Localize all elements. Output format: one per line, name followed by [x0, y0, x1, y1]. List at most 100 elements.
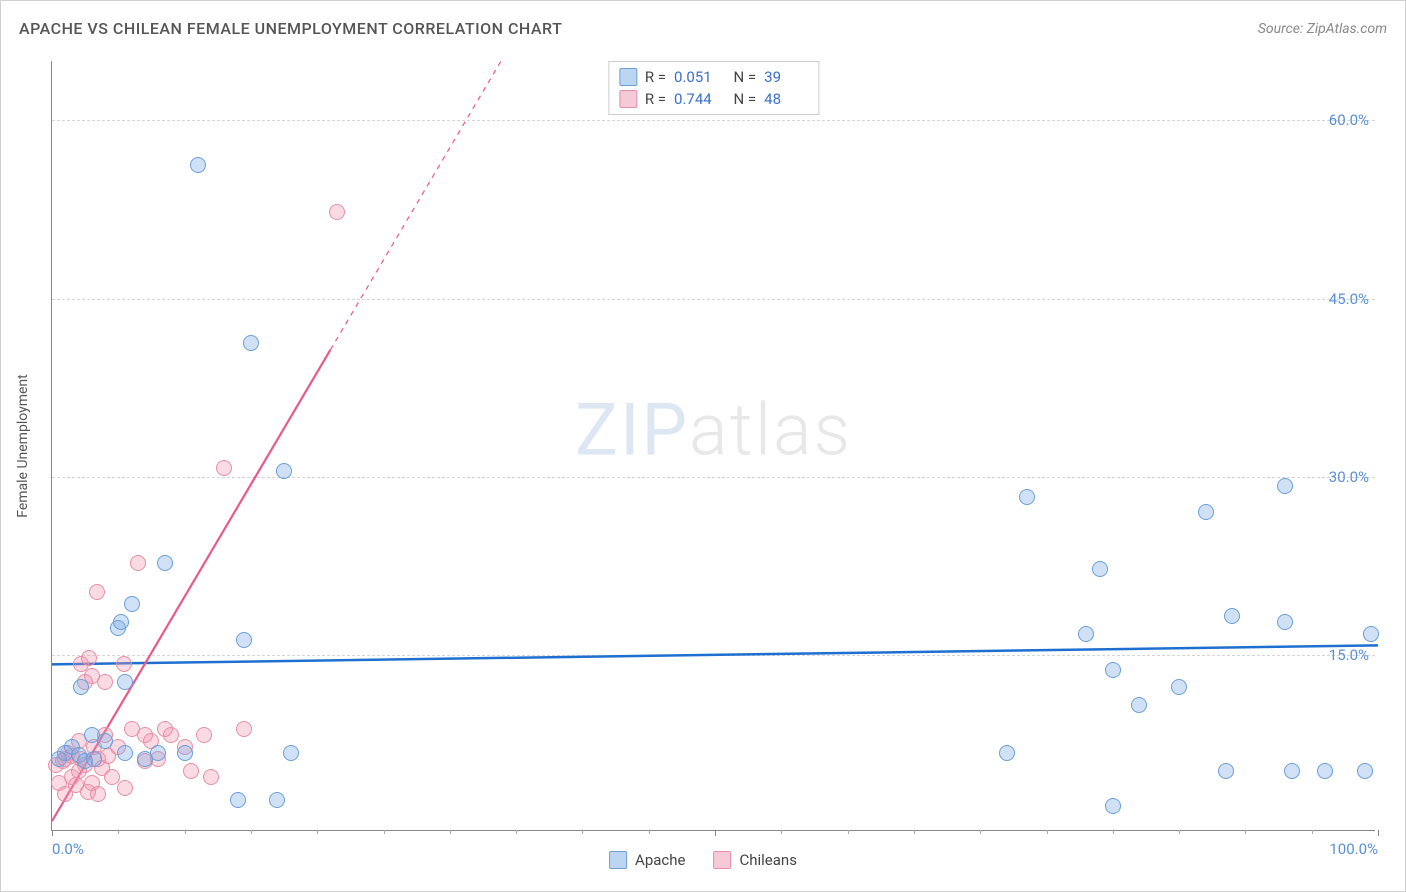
data-point	[117, 674, 133, 690]
data-point	[104, 769, 120, 785]
x-tick-minor	[1312, 830, 1313, 834]
data-point	[117, 745, 133, 761]
x-tick-minor	[781, 830, 782, 834]
data-point	[1218, 763, 1234, 779]
data-point	[196, 727, 212, 743]
data-point	[203, 769, 219, 785]
plot-area: ZIPatlas R = 0.051 N = 39R = 0.744 N = 4…	[51, 61, 1375, 831]
data-point	[89, 584, 105, 600]
data-point	[113, 614, 129, 630]
legend-r-label: R =	[645, 68, 666, 86]
data-point	[243, 335, 259, 351]
trend-line-dashed	[330, 61, 501, 350]
data-point	[124, 596, 140, 612]
chart-header: APACHE VS CHILEAN FEMALE UNEMPLOYMENT CO…	[19, 19, 1387, 38]
x-tick-minor	[450, 830, 451, 834]
gridline-h	[52, 120, 1375, 121]
data-point	[1363, 626, 1379, 642]
data-point	[1105, 662, 1121, 678]
data-point	[1277, 614, 1293, 630]
legend-r-label: R =	[645, 90, 666, 108]
data-point	[86, 751, 102, 767]
y-tick-label: 15.0%	[1329, 646, 1369, 664]
legend-series-item: Apache	[609, 851, 685, 869]
legend-series-item: Chileans	[713, 851, 796, 869]
x-tick-minor	[516, 830, 517, 834]
gridline-h	[52, 655, 1375, 656]
x-tick-minor	[251, 830, 252, 834]
data-point	[1357, 763, 1373, 779]
data-point	[230, 792, 246, 808]
chart-title: APACHE VS CHILEAN FEMALE UNEMPLOYMENT CO…	[19, 19, 562, 38]
data-point	[1317, 763, 1333, 779]
data-point	[130, 555, 146, 571]
data-point	[73, 679, 89, 695]
data-point	[1131, 697, 1147, 713]
legend-r-value: 0.744	[674, 90, 718, 108]
legend-series: Apache Chileans	[609, 851, 797, 869]
legend-n-value: 39	[764, 68, 808, 86]
trend-lines	[52, 61, 1378, 833]
x-tick-minor	[1245, 830, 1246, 834]
legend-r-value: 0.051	[674, 68, 718, 86]
x-tick-label: 100.0%	[1329, 840, 1378, 858]
watermark-zip: ZIP	[575, 388, 689, 473]
x-tick-minor	[384, 830, 385, 834]
x-tick-minor	[1113, 830, 1114, 834]
data-point	[269, 792, 285, 808]
gridline-h	[52, 477, 1375, 478]
data-point	[117, 780, 133, 796]
x-tick-minor	[317, 830, 318, 834]
data-point	[1171, 679, 1187, 695]
legend-series-label: Apache	[635, 851, 685, 869]
watermark-atlas: atlas	[689, 388, 852, 473]
data-point	[283, 745, 299, 761]
legend-stat-row: R = 0.051 N = 39	[619, 66, 808, 88]
data-point	[90, 786, 106, 802]
data-point	[190, 157, 206, 173]
data-point	[236, 721, 252, 737]
data-point	[157, 555, 173, 571]
data-point	[1284, 763, 1300, 779]
legend-swatch	[619, 90, 637, 108]
legend-stat-row: R = 0.744 N = 48	[619, 88, 808, 110]
legend-swatch	[609, 851, 627, 869]
chart-source: Source: ZipAtlas.com	[1258, 21, 1387, 37]
x-tick-major	[1378, 830, 1379, 836]
y-tick-label: 45.0%	[1329, 290, 1369, 308]
x-tick-minor	[118, 830, 119, 834]
legend-n-value: 48	[764, 90, 808, 108]
y-tick-label: 30.0%	[1329, 468, 1369, 486]
data-point	[97, 674, 113, 690]
data-point	[999, 745, 1015, 761]
legend-stats: R = 0.051 N = 39R = 0.744 N = 48	[608, 61, 819, 115]
data-point	[1198, 504, 1214, 520]
x-tick-label: 0.0%	[52, 840, 84, 858]
x-tick-minor	[914, 830, 915, 834]
x-tick-minor	[185, 830, 186, 834]
x-tick-minor	[649, 830, 650, 834]
data-point	[1224, 608, 1240, 624]
data-point	[163, 727, 179, 743]
x-tick-minor	[1047, 830, 1048, 834]
data-point	[1078, 626, 1094, 642]
x-tick-minor	[582, 830, 583, 834]
x-tick-minor	[980, 830, 981, 834]
data-point	[1092, 561, 1108, 577]
data-point	[116, 656, 132, 672]
legend-n-label: N =	[726, 68, 756, 86]
data-point	[1277, 478, 1293, 494]
y-tick-label: 60.0%	[1329, 111, 1369, 129]
data-point	[97, 733, 113, 749]
gridline-h	[52, 299, 1375, 300]
data-point	[150, 745, 166, 761]
x-tick-minor	[1179, 830, 1180, 834]
data-point	[1105, 798, 1121, 814]
data-point	[236, 632, 252, 648]
legend-series-label: Chileans	[739, 851, 796, 869]
x-tick-major	[715, 830, 716, 836]
data-point	[329, 204, 345, 220]
x-tick-major	[52, 830, 53, 836]
data-point	[183, 763, 199, 779]
legend-n-label: N =	[726, 90, 756, 108]
